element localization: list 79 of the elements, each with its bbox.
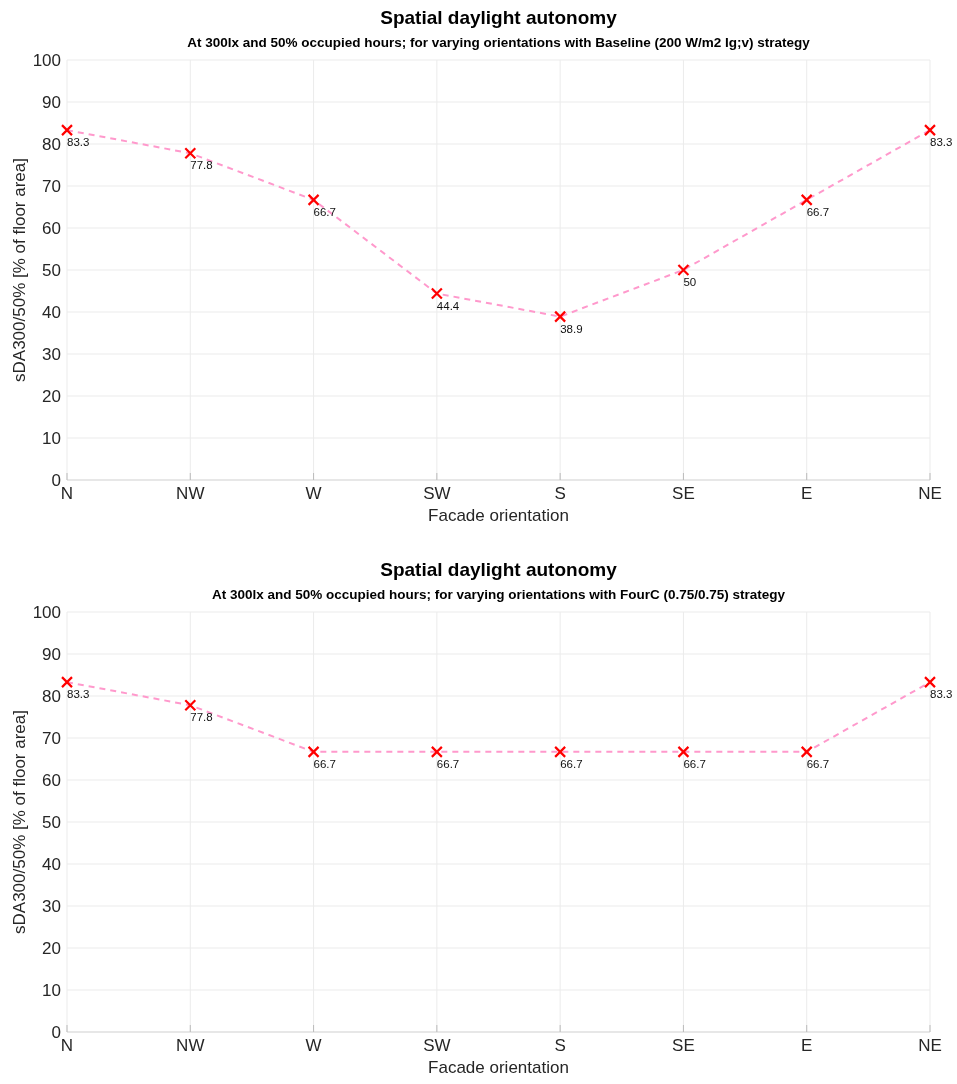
y-tick-label: 30: [42, 896, 61, 916]
x-tick-label: E: [801, 1036, 813, 1055]
x-tick-label: W: [305, 1036, 322, 1055]
y-tick-label: 0: [51, 470, 61, 490]
point: [184, 147, 197, 160]
y-tick-label: 0: [51, 1022, 61, 1042]
data-label: 77.8: [190, 159, 213, 172]
data-label: 83.3: [67, 688, 90, 701]
point: [923, 124, 937, 137]
data-label: 66.7: [806, 205, 830, 218]
data-label: 66.7: [683, 757, 706, 770]
point: [307, 745, 320, 758]
point: [554, 745, 567, 758]
y-tick-label: 100: [32, 50, 61, 70]
y-tick-label: 40: [42, 854, 61, 874]
y-tick-label: 60: [42, 218, 61, 238]
line-series: [66, 129, 931, 318]
x-tick-label: S: [554, 484, 566, 503]
data-label: 66.7: [806, 757, 830, 770]
data-label: 83.3: [930, 688, 953, 701]
y-tick-label: 80: [42, 686, 61, 706]
x-tick-label: SW: [423, 484, 451, 503]
data-label: 44.4: [436, 299, 460, 312]
y-tick-label: 100: [32, 602, 61, 622]
x-tick-label: NE: [918, 484, 942, 503]
y-tick-label: 50: [42, 260, 61, 280]
y-axis-title: sDA300/50% [% of floor area]: [10, 710, 29, 934]
y-tick-label: 20: [42, 386, 61, 406]
y-tick-label: 30: [42, 344, 61, 364]
chart-title: Spatial daylight autonomy: [380, 559, 618, 580]
x-tick-label: SW: [423, 1036, 451, 1055]
x-tick-label: NW: [176, 1036, 205, 1055]
data-label: 83.3: [930, 136, 953, 149]
x-tick-label: NE: [918, 1036, 942, 1055]
x-tick-label: N: [60, 1036, 74, 1055]
y-tick-label: 50: [42, 812, 61, 832]
x-tick-label: SE: [672, 484, 695, 503]
x-tick-label: E: [801, 484, 813, 503]
point: [430, 287, 443, 300]
point: [184, 699, 197, 712]
y-tick-label: 70: [42, 728, 61, 748]
point: [800, 193, 813, 206]
y-tick-label: 90: [42, 92, 61, 112]
data-label: 66.7: [313, 205, 336, 218]
data-label: 77.8: [190, 711, 213, 724]
y-tick-label: 40: [42, 302, 61, 322]
point: [60, 676, 74, 689]
y-axis-title: sDA300/50% [% of floor area]: [10, 158, 29, 382]
point: [677, 745, 690, 758]
point: [307, 193, 320, 206]
data-label: 66.7: [436, 757, 460, 770]
x-tick-label: W: [305, 484, 322, 503]
point: [800, 745, 813, 758]
data-label: 50: [683, 276, 697, 288]
data-label: 83.3: [67, 136, 90, 149]
x-axis-title: Facade orientation: [428, 506, 569, 525]
y-tick-label: 80: [42, 134, 61, 154]
y-tick-label: 90: [42, 644, 61, 664]
y-tick-label: 60: [42, 770, 61, 790]
x-tick-label: N: [60, 484, 74, 503]
point: [923, 676, 937, 689]
y-tick-label: 70: [42, 176, 61, 196]
y-tick-label: 10: [42, 428, 61, 448]
point: [677, 263, 690, 277]
x-tick-label: S: [554, 1036, 566, 1055]
data-label: 66.7: [313, 757, 336, 770]
point: [554, 310, 567, 323]
data-label: 38.9: [560, 322, 583, 335]
chart-subtitle: At 300lx and 50% occupied hours; for varying orientations with FourC (0.75/0.75) strategy: [211, 587, 786, 602]
y-tick-label: 10: [42, 980, 61, 1000]
x-tick-label: SE: [672, 1036, 695, 1055]
chart-subtitle: At 300lx and 50% occupied hours; for varying orientations with Baseline (200 W/m2 Ig;v) strategy: [187, 35, 811, 50]
x-tick-label: NW: [176, 484, 205, 503]
point: [430, 745, 443, 758]
data-label: 66.7: [560, 757, 583, 770]
y-tick-label: 20: [42, 938, 61, 958]
chart-title: Spatial daylight autonomy: [380, 7, 618, 28]
x-axis-title: Facade orientation: [428, 1058, 569, 1077]
point: [60, 124, 74, 137]
